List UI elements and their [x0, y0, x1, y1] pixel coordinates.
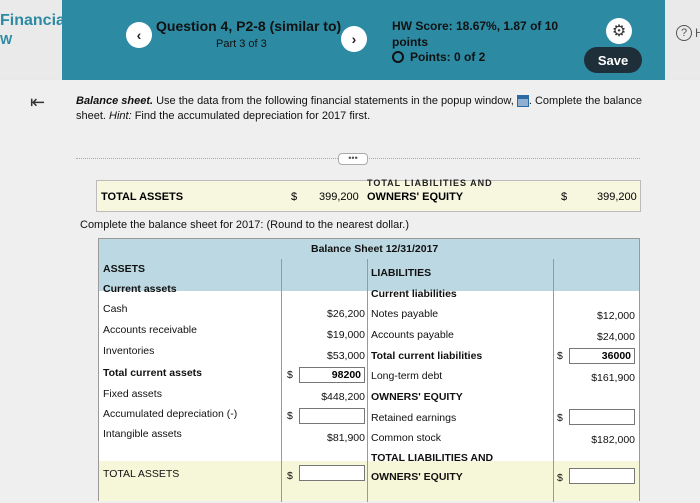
accounts-receivable-label: Accounts receivable — [103, 324, 197, 336]
instructions: Balance sheet. Use the data from the fol… — [76, 94, 646, 124]
hw-score: HW Score: 18.67%, 1.87 of 10 points — [392, 19, 559, 49]
total-liabilities-label-1: TOTAL LIABILITIES AND — [371, 452, 494, 464]
points-status: Points: 0 of 2 — [392, 50, 485, 64]
inventories-value: $53,000 — [327, 350, 365, 362]
accounts-receivable-value: $19,000 — [327, 329, 365, 341]
total-liabilities-dollar: $ — [557, 472, 563, 484]
question-part: Part 3 of 3 — [216, 38, 267, 50]
long-term-debt-value: $161,900 — [591, 372, 635, 384]
total-current-assets-dollar: $ — [287, 369, 293, 381]
notes-payable-value: $12,000 — [597, 310, 635, 322]
help-label: He — [695, 26, 700, 40]
help-icon: ? — [676, 25, 692, 41]
previous-question-button[interactable]: ‹ — [126, 22, 152, 48]
owners-equity-header: OWNERS' EQUITY — [371, 391, 463, 403]
total-current-assets-label: Total current assets — [103, 367, 203, 379]
gear-icon: ⚙ — [611, 23, 627, 40]
fragment-total-liab-value: 399,200 — [597, 191, 637, 203]
retained-earnings-dollar: $ — [557, 412, 563, 424]
cash-value: $26,200 — [327, 308, 365, 320]
fragment-owners-equity: OWNERS' EQUITY — [367, 191, 464, 203]
accumulated-depreciation-label: Accumulated depreciation (-) — [103, 408, 238, 420]
top-bar: Financial W ‹ Question 4, P2-8 (similar … — [0, 0, 700, 80]
total-current-assets-input[interactable]: 98200 — [299, 367, 365, 383]
cash-label: Cash — [103, 303, 128, 315]
more-button[interactable]: ••• — [338, 153, 368, 165]
notes-payable-label: Notes payable — [371, 308, 439, 320]
help-button[interactable]: ? He — [676, 25, 700, 41]
intangible-assets-label: Intangible assets — [103, 428, 182, 440]
inventories-label: Inventories — [103, 345, 155, 357]
accumulated-depreciation-input[interactable] — [299, 408, 365, 424]
balance-sheet: Balance Sheet 12/31/2017 ASSETS LIABILIT… — [98, 238, 640, 502]
collapse-left-icon[interactable]: ⇤ — [30, 92, 46, 112]
fixed-assets-label: Fixed assets — [103, 388, 162, 400]
cut-header: TOTAL LIABILITIES AND — [367, 178, 493, 188]
total-assets-dollar: $ — [287, 470, 293, 482]
fragment-dollar-2: $ — [561, 191, 568, 203]
table-icon[interactable] — [516, 95, 529, 108]
common-stock-value: $182,000 — [591, 434, 635, 446]
sheet-title: Balance Sheet 12/31/2017 — [311, 243, 439, 255]
radio-icon — [392, 51, 404, 63]
current-liabilities-label: Current liabilities — [371, 288, 457, 300]
fixed-assets-value: $448,200 — [321, 391, 365, 403]
popup-table-fragment: TOTAL LIABILITIES AND TOTAL ASSETS $ 399… — [96, 178, 641, 212]
instructions-text-2: . Complete the balance sheet. — [76, 95, 643, 122]
accounts-payable-value: $24,000 — [597, 331, 635, 343]
complete-instruction: Complete the balance sheet for 2017: (Ro… — [80, 219, 409, 231]
accounts-payable-label: Accounts payable — [371, 329, 454, 341]
long-term-debt-label: Long-term debt — [371, 370, 443, 382]
total-current-liabilities-input[interactable]: 36000 — [569, 348, 635, 364]
sheet-title-band — [99, 239, 639, 259]
total-liabilities-label-2: OWNERS' EQUITY — [371, 471, 463, 483]
liabilities-header: LIABILITIES — [371, 267, 432, 279]
next-question-button[interactable]: › — [341, 26, 367, 52]
chevron-left-icon: ‹ — [136, 27, 142, 43]
hint-text: Find the accumulated depreciation for 20… — [131, 110, 371, 122]
assets-header: ASSETS — [103, 263, 146, 275]
settings-button[interactable]: ⚙ — [606, 18, 632, 44]
hint-label: Hint: — [109, 110, 132, 122]
retained-earnings-input[interactable] — [569, 409, 635, 425]
total-liabilities-input[interactable] — [569, 468, 635, 484]
column-divider — [553, 259, 554, 502]
course-title: Financial — [0, 12, 70, 29]
fragment-total-assets-label: TOTAL ASSETS — [101, 191, 184, 203]
total-assets-input[interactable] — [299, 465, 365, 481]
common-stock-label: Common stock — [371, 432, 442, 444]
total-assets-label: TOTAL ASSETS — [103, 468, 180, 480]
column-divider — [281, 259, 282, 502]
total-current-liabilities-dollar: $ — [557, 350, 563, 362]
instructions-text-1: Use the data from the following financia… — [153, 95, 517, 107]
total-current-liabilities-label: Total current liabilities — [371, 350, 483, 362]
fragment-total-assets-value: 399,200 — [319, 191, 359, 203]
points-label: Points: 0 of 2 — [410, 50, 486, 64]
save-button[interactable]: Save — [584, 47, 642, 73]
course-subtitle: W — [0, 32, 13, 47]
question-title: Question 4, P2-8 (similar to) — [156, 18, 342, 34]
intangible-assets-value: $81,900 — [327, 432, 365, 444]
accumulated-depreciation-dollar: $ — [287, 410, 293, 422]
current-assets-label: Current assets — [103, 283, 177, 295]
column-divider — [367, 259, 368, 502]
retained-earnings-label: Retained earnings — [371, 412, 457, 424]
totals-band — [99, 461, 639, 501]
chevron-right-icon: › — [351, 31, 357, 47]
instructions-lead: Balance sheet. — [76, 95, 154, 107]
header-band — [99, 259, 639, 291]
fragment-dollar: $ — [291, 191, 298, 203]
